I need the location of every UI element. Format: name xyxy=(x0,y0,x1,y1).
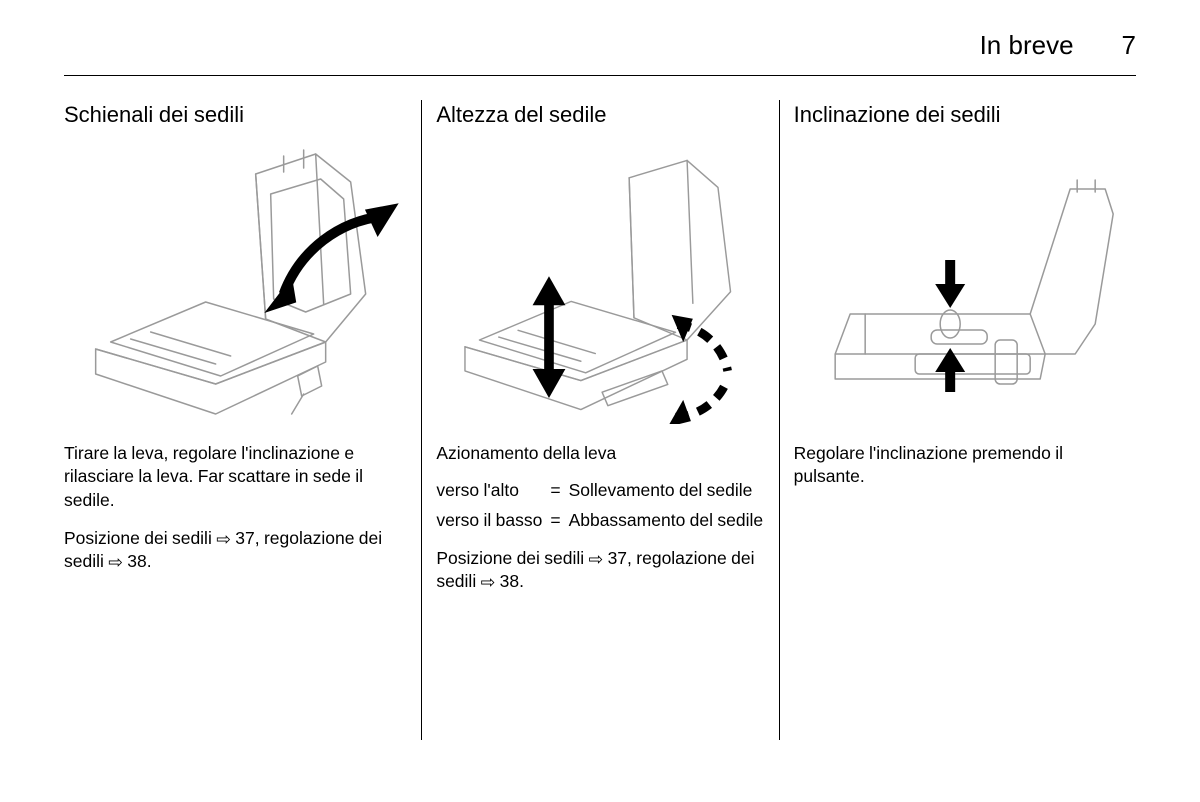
eq-up: = xyxy=(550,479,560,503)
section-title-2: Altezza del sedile xyxy=(436,100,764,130)
ref-prefix-2: Posizione dei sedili xyxy=(436,548,588,568)
lever-table: verso l'alto = Sollevamento del sedile v… xyxy=(436,479,764,532)
xref-arrow-icon: ⇨ xyxy=(108,551,123,575)
xref-arrow-icon: ⇨ xyxy=(481,571,496,595)
ref-prefix-1: Posizione dei sedili xyxy=(64,528,216,548)
figure-tilt xyxy=(794,144,1136,424)
page-header: In breve 7 xyxy=(64,30,1136,76)
lever-lead: Azionamento della leva xyxy=(436,442,764,466)
body-text-1a: Tirare la leva, regolare l'inclinazione … xyxy=(64,442,407,513)
eq-down: = xyxy=(550,509,560,533)
ref-suffix-1: . xyxy=(147,551,152,571)
body-text-3a: Regolare l'inclinazione premendo il puls… xyxy=(794,442,1136,489)
page-number: 7 xyxy=(1122,30,1136,61)
figure-backrest xyxy=(64,144,407,424)
body-text-2b: Posizione dei sedili ⇨ 37, regola­zione … xyxy=(436,547,764,594)
xref-2a: 37 xyxy=(608,548,627,568)
desc-up: Sollevamento del sedile xyxy=(569,479,765,503)
section-title-1: Schienali dei sedili xyxy=(64,100,407,130)
xref-arrow-icon: ⇨ xyxy=(216,528,231,552)
desc-down: Abbassamento del se­dile xyxy=(569,509,765,533)
xref-1a: 37 xyxy=(235,528,254,548)
ref-suffix-2: . xyxy=(519,571,524,591)
column-3: Inclinazione dei sedili xyxy=(779,100,1136,740)
column-2: Altezza del sedile xyxy=(421,100,778,740)
xref-2b: 38 xyxy=(500,571,519,591)
term-down: verso il basso xyxy=(436,509,542,533)
columns: Schienali dei sedili xyxy=(64,100,1136,740)
term-up: verso l'alto xyxy=(436,479,542,503)
header-title: In breve xyxy=(980,30,1074,61)
section-title-3: Inclinazione dei sedili xyxy=(794,100,1136,130)
xref-arrow-icon: ⇨ xyxy=(589,548,604,572)
figure-height xyxy=(436,144,764,424)
xref-1b: 38 xyxy=(127,551,146,571)
column-1: Schienali dei sedili xyxy=(64,100,421,740)
body-text-1b: Posizione dei sedili ⇨ 37, regola­zione … xyxy=(64,527,407,574)
